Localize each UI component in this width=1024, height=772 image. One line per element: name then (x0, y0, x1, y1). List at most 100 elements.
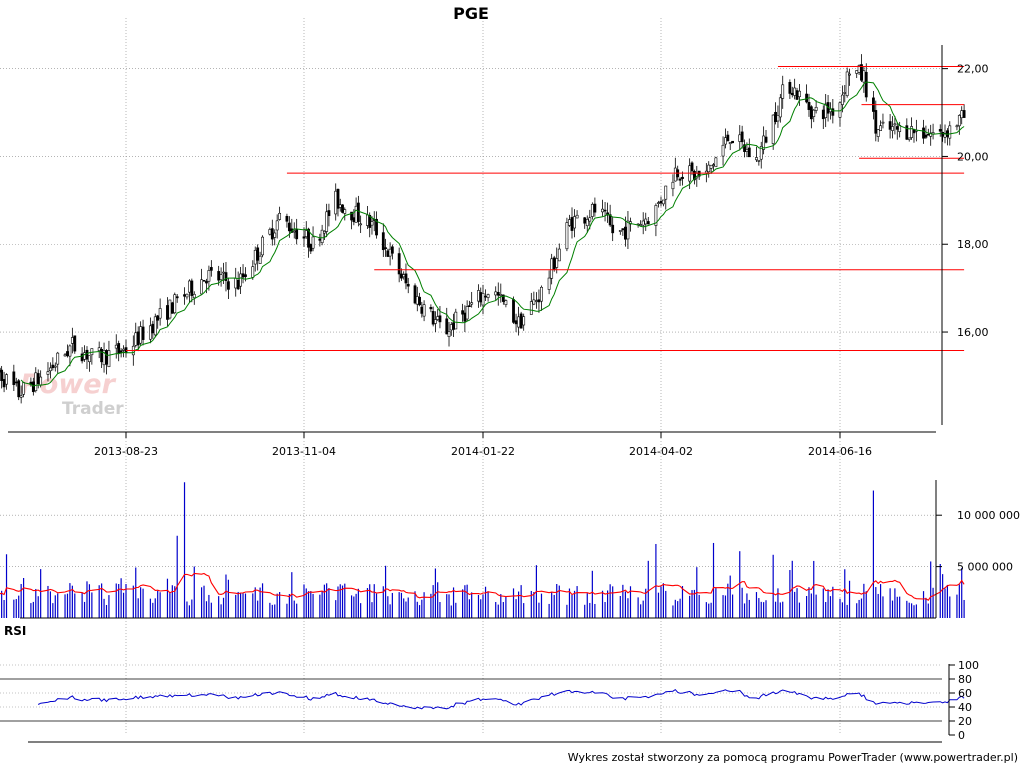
candle-body (727, 135, 729, 141)
candle-body (269, 229, 271, 234)
candle-body (662, 200, 664, 204)
x-tick-label-3: 2014-04-02 (629, 445, 693, 458)
y-tick-label-1: 18,00 (957, 238, 989, 251)
candle-body (660, 201, 662, 203)
x-tick-label-2: 2014-01-22 (451, 445, 515, 458)
candle-body (746, 149, 748, 151)
candle-body (101, 349, 103, 362)
candle-body (791, 93, 793, 95)
candle-body (323, 231, 325, 233)
candle-body (416, 296, 418, 304)
candle-body (681, 177, 683, 178)
candle-body (822, 110, 824, 119)
candle-body (538, 300, 540, 302)
candle-body (149, 326, 151, 339)
candle-body (848, 74, 850, 75)
candle-body (523, 317, 525, 325)
candle-body (274, 233, 276, 237)
candle-body (57, 353, 59, 364)
candle-body (466, 307, 468, 319)
candle-body (279, 213, 281, 219)
candle-body (464, 313, 466, 321)
candle-body (47, 372, 49, 375)
candle-body (328, 210, 330, 215)
candle-body (1, 370, 3, 381)
candle-body (566, 223, 568, 249)
candle-body (261, 237, 263, 255)
candle-body (305, 231, 307, 237)
candle-body (612, 225, 614, 233)
candle-body (137, 332, 139, 345)
candle-body (326, 212, 328, 232)
candle-body (777, 115, 779, 121)
candle-body (647, 221, 649, 224)
candle-body (586, 219, 588, 225)
candle-body (423, 305, 425, 316)
candle-body (813, 110, 815, 116)
candle-body (71, 337, 73, 343)
candle-body (20, 396, 22, 397)
candle-body (205, 281, 207, 283)
rsi-tick-label-2: 40 (958, 701, 972, 714)
candle-body (518, 317, 520, 327)
rsi-title: RSI (4, 624, 26, 638)
candle-body (482, 293, 484, 305)
candle-body (237, 280, 239, 289)
candle-body (533, 300, 535, 304)
candle-body (657, 203, 659, 204)
candle-body (432, 311, 434, 324)
candle-body (157, 316, 159, 320)
moving-average-line (21, 82, 964, 386)
candle-body (571, 217, 573, 230)
candle-body (35, 373, 37, 391)
candle-body (296, 229, 298, 239)
candle-body (497, 292, 499, 295)
candle-body (604, 210, 606, 211)
candle-body (908, 138, 910, 140)
rsi-tick-label-3: 60 (958, 687, 972, 700)
candle-body (32, 382, 34, 392)
candle-body (949, 126, 951, 138)
candle-body (450, 325, 452, 330)
candle-body (293, 231, 295, 232)
x-tick-label-4: 2014-06-16 (808, 445, 872, 458)
candle-body (642, 221, 644, 225)
candle-body (135, 333, 137, 346)
candle-body (815, 107, 817, 110)
candle-body (946, 131, 948, 137)
candle-body (446, 319, 448, 334)
candle-body (310, 244, 312, 251)
candle-body (13, 372, 15, 385)
candle-body (437, 317, 439, 320)
candle-body (222, 272, 224, 273)
candle-body (140, 327, 142, 344)
candle-body (244, 275, 246, 277)
candle-body (573, 217, 575, 228)
candle-body (200, 280, 202, 294)
candle-body (288, 223, 290, 231)
candle-body (715, 158, 717, 167)
rsi-tick-label-4: 80 (958, 673, 972, 686)
candle-body (303, 237, 305, 238)
candle-body (505, 301, 507, 305)
candle-body (691, 163, 693, 171)
candle-body (400, 274, 402, 278)
candle-body (227, 282, 229, 290)
candle-body (242, 274, 244, 277)
candle-body (235, 278, 237, 288)
candle-body (589, 218, 591, 221)
candle-body (796, 91, 798, 100)
y-tick-label-0: 16,00 (957, 326, 989, 339)
candle-body (154, 317, 156, 335)
candle-body (360, 224, 362, 225)
candle-body (122, 349, 124, 350)
candle-body (939, 129, 941, 131)
candle-body (382, 233, 384, 250)
candle-body (387, 251, 389, 257)
candle-body (98, 348, 100, 351)
candle-body (710, 165, 712, 168)
candle-body (355, 206, 357, 222)
candle-body (729, 142, 731, 143)
candle-body (877, 130, 879, 137)
